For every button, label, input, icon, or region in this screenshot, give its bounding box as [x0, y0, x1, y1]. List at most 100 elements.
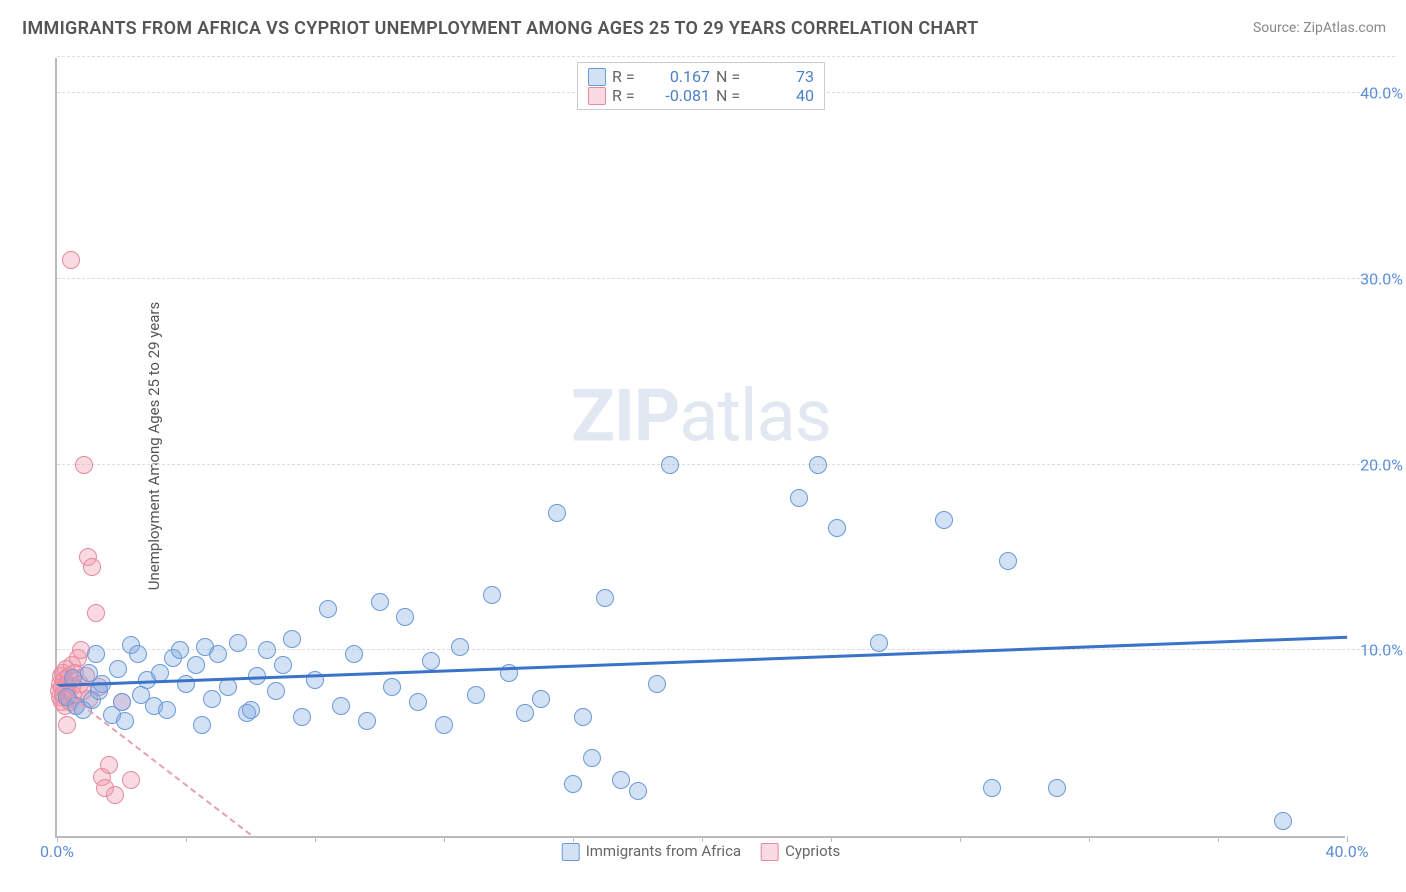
data-point	[158, 701, 176, 719]
data-point	[532, 690, 550, 708]
data-point	[935, 511, 953, 529]
data-point	[58, 716, 76, 734]
data-point	[467, 686, 485, 704]
data-point	[564, 775, 582, 793]
source-link[interactable]: ZipAtlas.com	[1303, 20, 1386, 36]
data-point	[383, 678, 401, 696]
y-tick-label: 10.0%	[1360, 641, 1403, 660]
y-tick-label: 30.0%	[1360, 269, 1403, 288]
series-legend: Immigrants from Africa Cypriots	[562, 842, 841, 861]
watermark-rest: atlas	[679, 373, 831, 458]
data-point	[596, 589, 614, 607]
data-point	[516, 704, 534, 722]
source-attribution: Source: ZipAtlas.com	[1253, 20, 1386, 36]
scatter-chart: R = 0.167 N = 73 R = -0.081 N = 40 ZIPat…	[55, 58, 1345, 838]
data-point	[75, 456, 93, 474]
data-point	[106, 786, 124, 804]
y-tick-label: 40.0%	[1360, 84, 1403, 103]
legend-item-1: Immigrants from Africa	[562, 842, 741, 861]
data-point	[790, 489, 808, 507]
data-point	[193, 716, 211, 734]
gridline	[57, 278, 1395, 279]
trend-line	[57, 636, 1347, 687]
data-point	[209, 645, 227, 663]
data-point	[1048, 779, 1066, 797]
data-point	[116, 712, 134, 730]
legend-label-2: Cypriots	[785, 842, 840, 860]
legend-item-2: Cypriots	[761, 842, 840, 861]
data-point	[612, 771, 630, 789]
n-value-1: 73	[752, 67, 814, 86]
data-point	[258, 641, 276, 659]
data-point	[87, 645, 105, 663]
data-point	[809, 456, 827, 474]
x-tick	[831, 836, 832, 842]
x-tick	[960, 836, 961, 842]
legend-swatch-1	[588, 68, 606, 86]
data-point	[1274, 812, 1292, 830]
data-point	[274, 656, 292, 674]
data-point	[203, 690, 221, 708]
gridline	[57, 464, 1395, 465]
data-point	[87, 604, 105, 622]
legend-swatch-icon	[562, 843, 580, 861]
n-label: N =	[716, 67, 746, 86]
data-point	[293, 708, 311, 726]
legend-label-1: Immigrants from Africa	[586, 842, 741, 860]
x-tick	[702, 836, 703, 842]
data-point	[62, 251, 80, 269]
chart-title: IMMIGRANTS FROM AFRICA VS CYPRIOT UNEMPL…	[22, 18, 978, 39]
source-prefix: Source:	[1253, 20, 1303, 36]
data-point	[129, 645, 147, 663]
data-point	[113, 693, 131, 711]
data-point	[648, 675, 666, 693]
data-point	[177, 675, 195, 693]
data-point	[100, 756, 118, 774]
r-label: R =	[612, 86, 642, 105]
data-point	[574, 708, 592, 726]
y-tick-label: 20.0%	[1360, 455, 1403, 474]
data-point	[345, 645, 363, 663]
r-label: R =	[612, 67, 642, 86]
data-point	[83, 558, 101, 576]
n-label: N =	[716, 86, 746, 105]
data-point	[983, 779, 1001, 797]
data-point	[319, 600, 337, 618]
data-point	[828, 519, 846, 537]
data-point	[219, 678, 237, 696]
x-tick	[1089, 836, 1090, 842]
gridline	[57, 56, 1395, 57]
legend-swatch-2	[588, 87, 606, 105]
data-point	[122, 771, 140, 789]
data-point	[451, 638, 469, 656]
x-tick	[444, 836, 445, 842]
data-point	[999, 552, 1017, 570]
data-point	[187, 656, 205, 674]
data-point	[229, 634, 247, 652]
data-point	[422, 652, 440, 670]
legend-row-series-1: R = 0.167 N = 73	[588, 67, 814, 86]
x-tick	[186, 836, 187, 842]
data-point	[358, 712, 376, 730]
data-point	[109, 660, 127, 678]
correlation-legend: R = 0.167 N = 73 R = -0.081 N = 40	[577, 62, 825, 110]
r-value-2: -0.081	[648, 86, 710, 105]
data-point	[409, 693, 427, 711]
n-value-2: 40	[752, 86, 814, 105]
watermark: ZIPatlas	[571, 373, 831, 458]
data-point	[283, 630, 301, 648]
data-point	[332, 697, 350, 715]
data-point	[870, 634, 888, 652]
data-point	[242, 701, 260, 719]
legend-row-series-2: R = -0.081 N = 40	[588, 86, 814, 105]
x-tick-label: 0.0%	[40, 842, 74, 861]
r-value-1: 0.167	[648, 67, 710, 86]
data-point	[483, 586, 501, 604]
data-point	[548, 504, 566, 522]
x-tick	[1218, 836, 1219, 842]
data-point	[267, 682, 285, 700]
data-point	[661, 456, 679, 474]
data-point	[371, 593, 389, 611]
watermark-bold: ZIP	[571, 373, 679, 458]
data-point	[629, 782, 647, 800]
